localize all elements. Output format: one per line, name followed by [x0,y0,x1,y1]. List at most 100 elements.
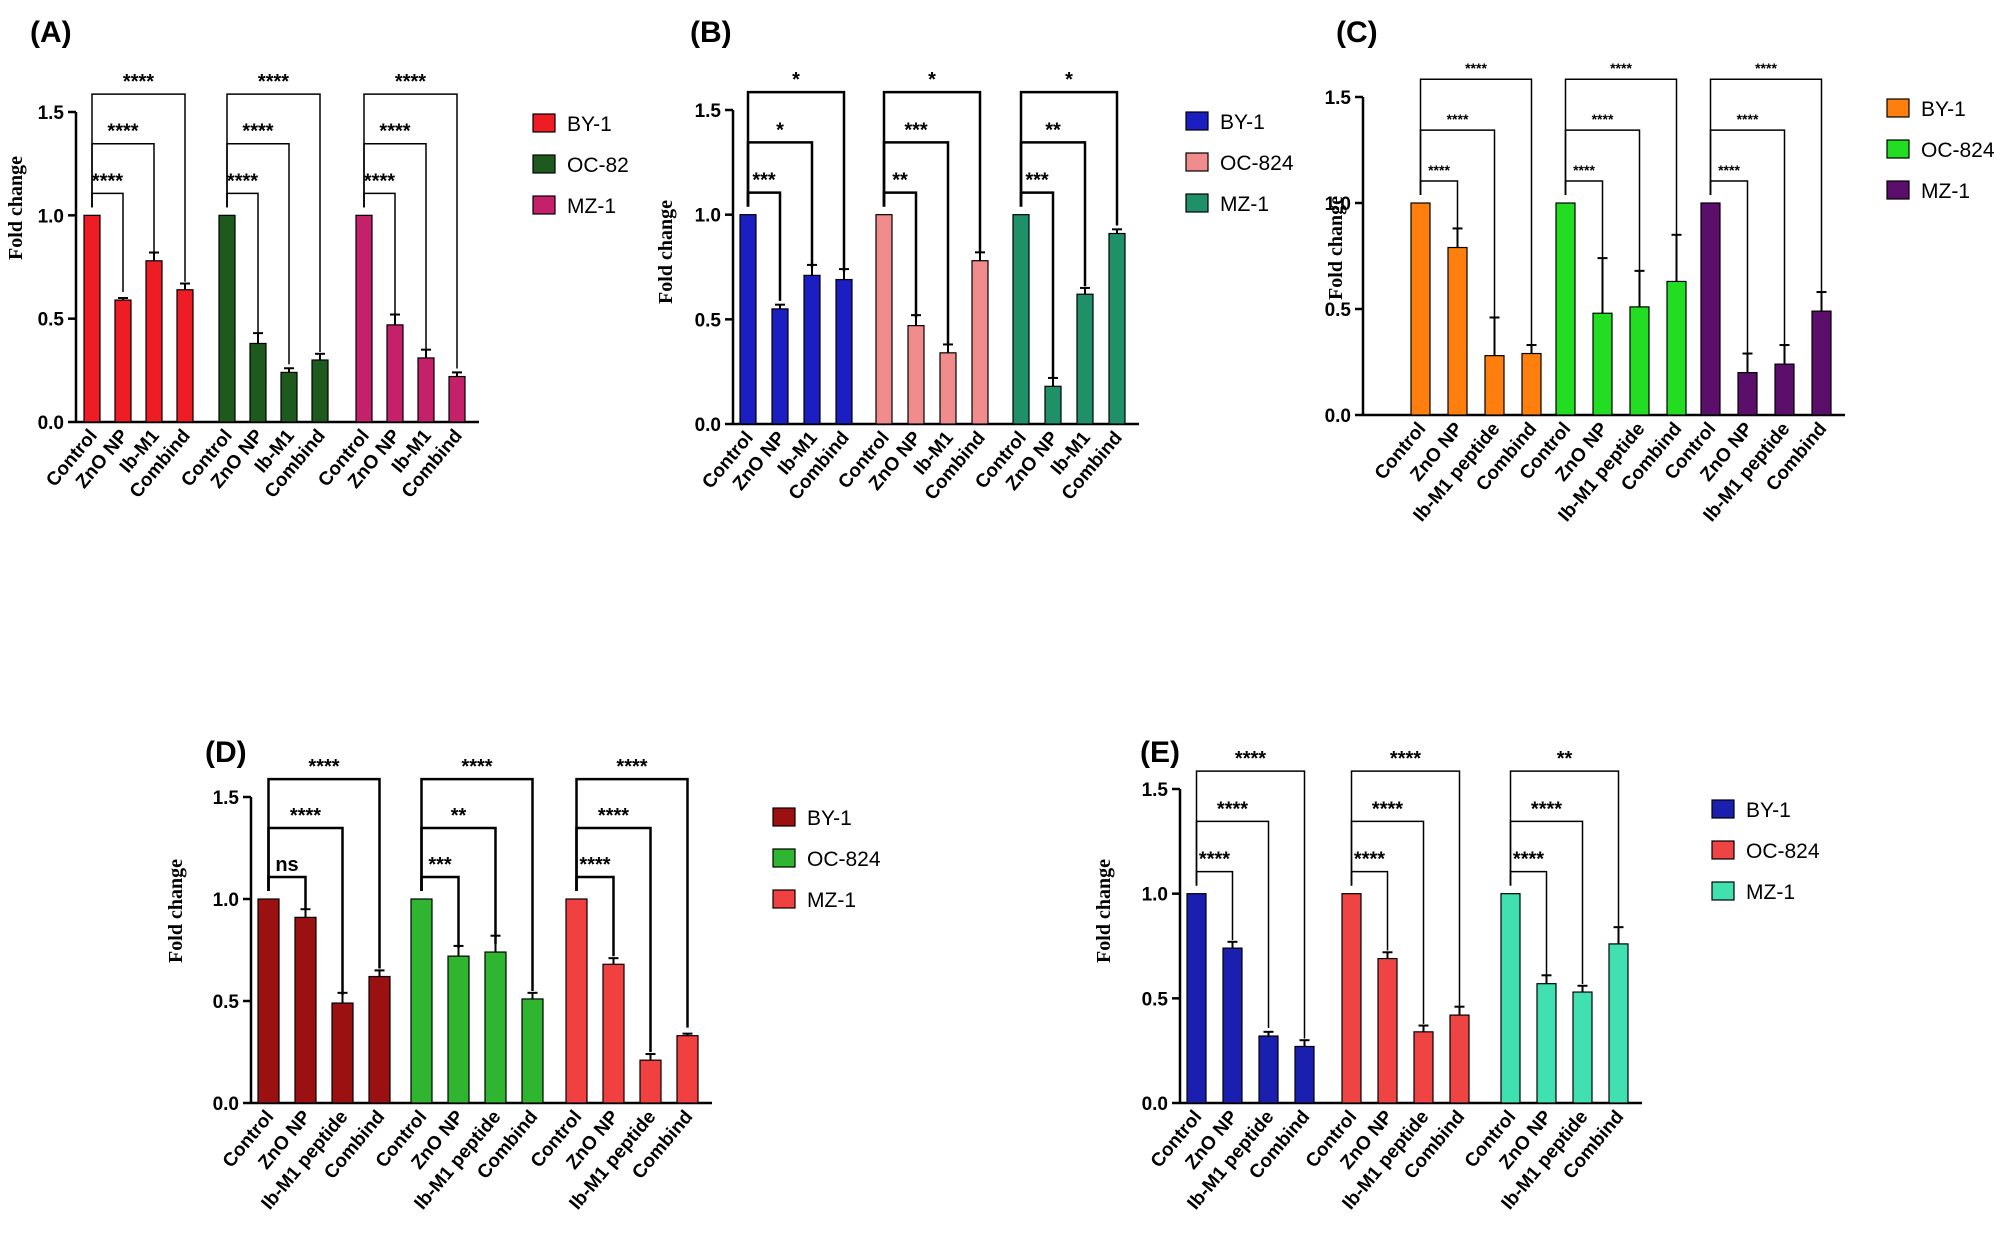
significance-label: **** [1428,162,1450,178]
bar [1410,202,1431,416]
bar [1555,202,1576,416]
significance-label: **** [579,854,610,876]
significance-label: **** [92,170,123,192]
bar [565,898,588,1104]
bar [803,274,821,425]
legend-label: OC-824 [807,848,881,871]
legend-label: BY-1 [807,807,852,830]
significance-label: **** [1354,849,1385,871]
bar [939,352,957,425]
bar [1341,893,1362,1104]
bar [602,963,625,1104]
y-tick-label: 1.0 [213,890,239,911]
significance-label: **** [1610,60,1632,76]
y-tick-label: 0.5 [695,310,722,331]
bar [1012,214,1030,425]
significance-label: **** [598,805,629,827]
bar [1572,991,1593,1104]
significance-label: **** [395,71,426,93]
significance-label: **** [1531,798,1562,820]
significance-label: **** [1573,162,1595,178]
y-tick-label: 1.0 [1325,194,1351,215]
legend-swatch [1711,881,1735,901]
bar [1258,1035,1279,1104]
legend-label: BY-1 [1220,111,1265,134]
significance-label: **** [1199,849,1230,871]
bar [355,214,373,423]
bar [1737,372,1758,416]
significance-bracket [1019,90,1119,226]
bar [835,278,853,425]
bar [257,898,280,1104]
panel-label: (E) [1140,736,1180,769]
y-tick-label: 1.5 [1142,780,1169,801]
legend-label: BY-1 [567,113,612,136]
significance-label: **** [290,805,321,827]
bar [484,951,507,1104]
bar [1449,1014,1470,1104]
legend-label: OC-82 [567,154,629,177]
legend-label: MZ-1 [1220,193,1269,216]
legend-swatch [772,889,796,909]
significance-label: **** [242,121,273,143]
significance-bracket [420,777,534,991]
bar [1629,306,1650,416]
legend-swatch [772,807,796,827]
bar [1294,1045,1315,1104]
significance-label: * [928,69,936,91]
bar [386,324,404,423]
bar [1044,385,1062,425]
significance-label: **** [258,71,289,93]
significance-label: ** [451,805,467,827]
significance-label: **** [364,170,395,192]
y-tick-label: 0.0 [1142,1094,1168,1115]
bar [1700,202,1721,416]
bar [1666,280,1687,416]
y-tick-label: 0.5 [1325,300,1352,321]
significance-label: * [1065,69,1073,91]
legend-swatch [1886,180,1910,200]
legend-label: OC-824 [1921,139,1995,162]
legend-swatch [772,848,796,868]
bar [410,898,433,1104]
significance-label: **** [1372,798,1403,820]
y-axis-label: Fold change [1093,859,1115,963]
y-tick-label: 0.5 [38,310,65,331]
y-tick-label: 0.0 [213,1094,239,1115]
significance-label: * [792,69,800,91]
significance-label: ** [892,170,908,192]
bar [1811,310,1832,416]
bar [280,371,298,423]
significance-bracket [882,90,982,253]
bar [1521,352,1542,416]
panel-label: (C) [1336,16,1378,49]
significance-bracket [267,777,381,969]
panel-label: (D) [205,736,247,769]
bar [417,357,435,423]
bar [1076,293,1094,425]
significance-label: **** [1447,111,1469,127]
y-tick-label: 1.0 [695,206,721,227]
bar [1413,1031,1434,1104]
bar [875,214,893,425]
significance-bracket [1195,770,1306,1039]
bar [1108,232,1126,425]
legend-label: MZ-1 [1921,180,1970,203]
significance-label: **** [123,71,154,93]
significance-label: *** [904,119,928,141]
legend-label: BY-1 [1921,98,1966,121]
bar [83,214,101,423]
significance-label: **** [616,756,647,778]
y-tick-label: 1.5 [213,788,240,809]
legend-swatch [1711,840,1735,860]
bar [907,325,925,425]
legend-swatch [1185,152,1209,172]
legend-swatch [1185,193,1209,213]
significance-label: *** [1025,170,1049,192]
y-tick-label: 0.5 [213,992,240,1013]
legend-label: MZ-1 [807,889,856,912]
legend-swatch [532,154,556,174]
